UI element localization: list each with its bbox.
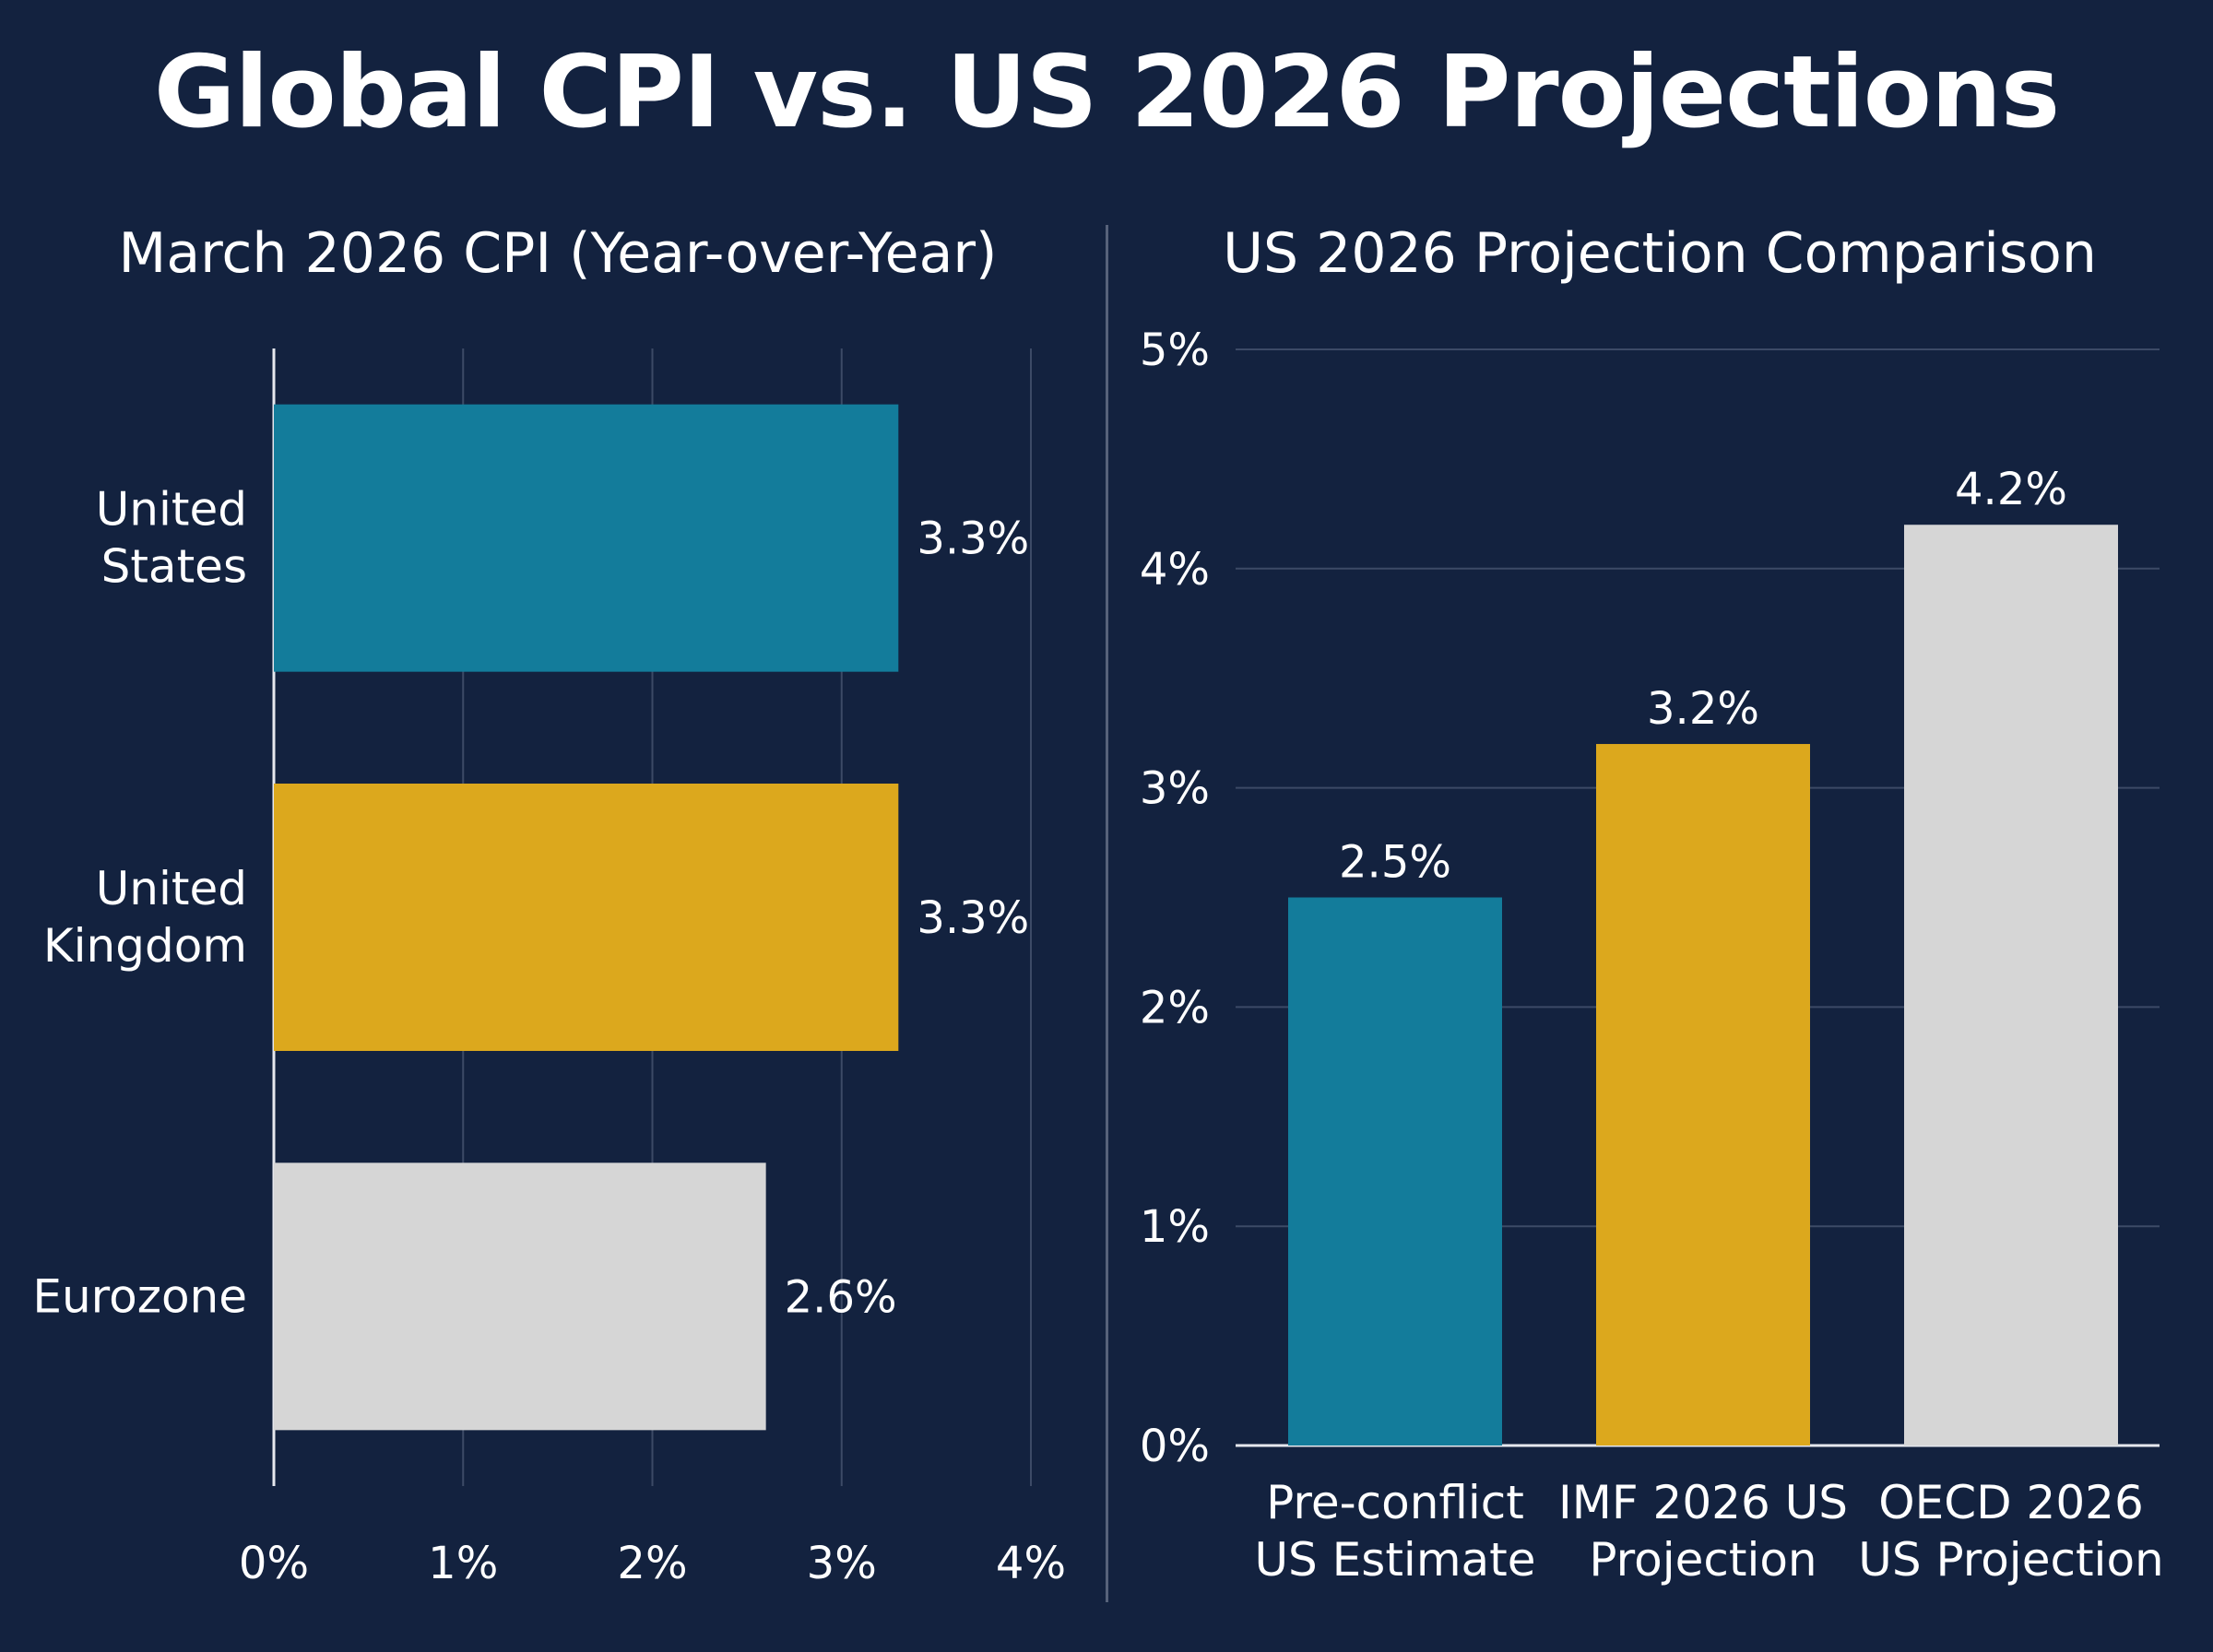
y-tick-label: 2%: [1140, 982, 1210, 1033]
chart-main-title: Global CPI vs. US 2026 Projections: [153, 35, 2060, 150]
bar: [1596, 744, 1810, 1446]
left-chart-title: March 2026 CPI (Year-over-Year): [118, 221, 998, 286]
category-label: United: [96, 483, 247, 537]
category-label: OECD 2026: [1878, 1476, 2144, 1529]
y-tick-label: 5%: [1140, 324, 1210, 376]
bar-value-label: 3.3%: [917, 892, 1029, 944]
category-label: Pre-conflict: [1266, 1476, 1524, 1529]
x-tick-label: 1%: [428, 1538, 498, 1589]
y-tick-label: 3%: [1140, 763, 1210, 815]
bar: [1288, 897, 1502, 1446]
y-tick-label: 4%: [1140, 544, 1210, 596]
category-label: US Estimate: [1254, 1533, 1535, 1587]
category-label: Projection: [1589, 1533, 1817, 1587]
x-tick-label: 3%: [807, 1538, 877, 1589]
category-label: United: [96, 862, 247, 915]
bar: [274, 784, 899, 1051]
x-tick-label: 0%: [239, 1538, 309, 1589]
bar: [274, 1162, 766, 1431]
category-label: Kingdom: [43, 919, 247, 973]
bar-value-label: 2.6%: [785, 1271, 897, 1323]
bar-value-label: 3.3%: [917, 513, 1029, 565]
panel-divider: [1106, 225, 1108, 1602]
left-horizontal-bar-chart: 0% 1% 2% 3% 4%3.3%UnitedStates3.3%UnitedKing…: [32, 348, 1066, 1589]
right-chart-title: US 2026 Projection Comparison: [1223, 221, 2097, 286]
y-tick-label: 1%: [1140, 1201, 1210, 1253]
category-label: US Projection: [1858, 1533, 2163, 1587]
category-label: States: [101, 540, 247, 594]
y-tick-label: 0%: [1140, 1421, 1210, 1472]
bar-value-label: 2.5%: [1339, 837, 1451, 889]
bar-value-label: 4.2%: [1955, 464, 2067, 515]
bar: [1904, 525, 2118, 1446]
x-tick-label: 2%: [617, 1538, 687, 1589]
category-label: Eurozone: [32, 1269, 247, 1323]
bar-value-label: 3.2%: [1647, 683, 1759, 735]
bar: [274, 404, 899, 672]
category-label: IMF 2026 US: [1558, 1476, 1848, 1529]
x-tick-label: 4%: [996, 1538, 1066, 1589]
